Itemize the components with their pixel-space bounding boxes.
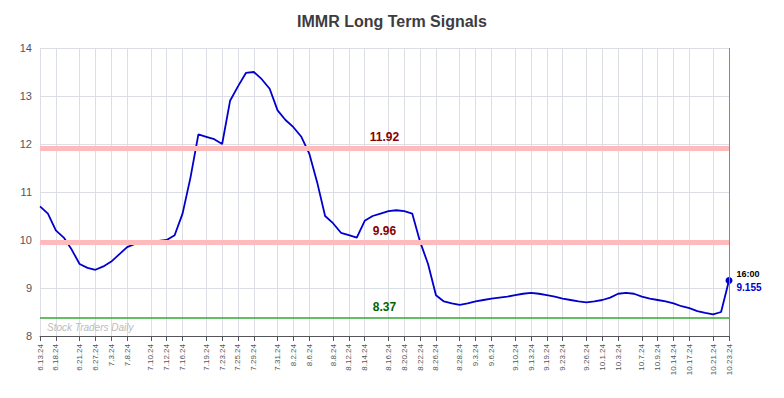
svg-text:9: 9 [26,282,32,294]
svg-text:10.21.24: 10.21.24 [709,343,718,375]
svg-text:10.14.24: 10.14.24 [669,343,678,375]
svg-text:8.12.24: 8.12.24 [344,343,353,370]
svg-text:9.23.24: 9.23.24 [558,343,567,370]
svg-text:9.6.24: 9.6.24 [487,343,496,366]
svg-text:9.96: 9.96 [373,224,397,238]
svg-text:9.26.24: 9.26.24 [582,343,591,370]
svg-text:6.13.24: 6.13.24 [36,343,45,370]
svg-text:9.19.24: 9.19.24 [542,343,551,370]
svg-text:10.1.24: 10.1.24 [598,343,607,370]
svg-text:7.23.24: 7.23.24 [218,343,227,370]
svg-text:9.155: 9.155 [737,282,762,293]
svg-text:7.16.24: 7.16.24 [178,343,187,370]
svg-text:11: 11 [21,186,32,198]
svg-text:8.8.24: 8.8.24 [329,343,338,366]
svg-text:7.10.24: 7.10.24 [146,343,155,370]
svg-text:6.21.24: 6.21.24 [75,343,84,370]
svg-text:10.7.24: 10.7.24 [637,343,646,370]
svg-text:8.14.24: 8.14.24 [360,343,369,370]
svg-text:7.12.24: 7.12.24 [162,343,171,370]
svg-text:6.27.24: 6.27.24 [91,343,100,370]
svg-text:IMMR Long Term Signals: IMMR Long Term Signals [297,13,487,30]
svg-text:7.25.24: 7.25.24 [233,343,242,370]
svg-text:10.23.24: 10.23.24 [725,343,734,375]
svg-text:13: 13 [20,90,32,102]
svg-text:8.37: 8.37 [373,300,397,314]
svg-text:7.31.24: 7.31.24 [273,343,282,370]
svg-text:8.26.24: 8.26.24 [431,343,440,370]
svg-text:8.2.24: 8.2.24 [289,343,298,366]
svg-text:6.18.24: 6.18.24 [51,343,60,370]
svg-text:16:00: 16:00 [737,269,760,279]
svg-text:10.9.24: 10.9.24 [653,343,662,370]
svg-text:7.8.24: 7.8.24 [123,343,132,366]
svg-text:8.16.24: 8.16.24 [384,343,393,370]
svg-text:8.22.24: 8.22.24 [416,343,425,370]
svg-text:14: 14 [20,42,32,54]
svg-text:10.17.24: 10.17.24 [685,343,694,375]
svg-text:9.10.24: 9.10.24 [511,343,520,370]
svg-text:8: 8 [26,330,32,342]
svg-text:8.28.24: 8.28.24 [455,343,464,370]
svg-text:10: 10 [20,234,32,246]
svg-text:11.92: 11.92 [370,130,400,144]
svg-text:8.6.24: 8.6.24 [305,343,314,366]
svg-text:7.29.24: 7.29.24 [249,343,258,370]
svg-text:Stock Traders Daily: Stock Traders Daily [47,322,135,333]
svg-text:7.3.24: 7.3.24 [107,343,116,366]
svg-text:9.3.24: 9.3.24 [471,343,480,366]
svg-text:7.19.24: 7.19.24 [202,343,211,370]
svg-text:8.20.24: 8.20.24 [400,343,409,370]
svg-text:10.3.24: 10.3.24 [614,343,623,370]
svg-text:12: 12 [20,138,32,150]
svg-text:9.13.24: 9.13.24 [527,343,536,370]
